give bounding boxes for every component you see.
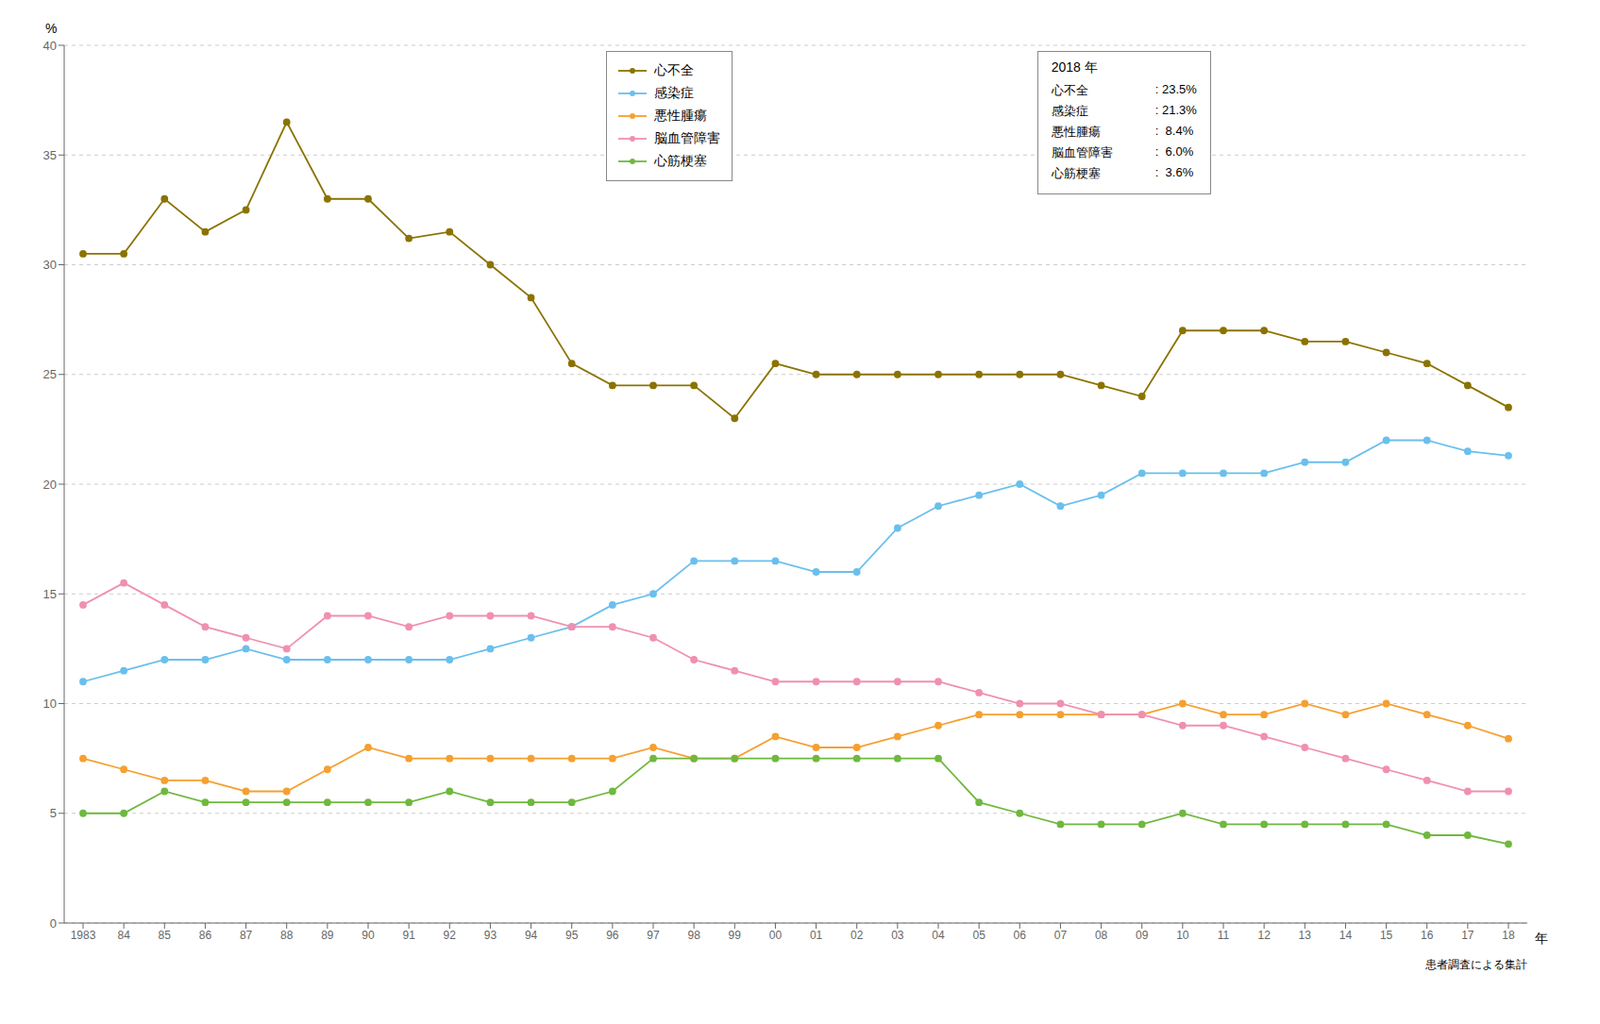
svg-text:95: 95 xyxy=(565,928,579,943)
svg-text:96: 96 xyxy=(606,928,620,943)
svg-text:17: 17 xyxy=(1461,928,1475,943)
svg-text:1983: 1983 xyxy=(70,928,97,943)
svg-text:01: 01 xyxy=(809,928,824,943)
html-text:: 3.6%: : 3.6% xyxy=(1155,165,1194,180)
html-text:心不全: 心不全 xyxy=(653,62,694,78)
svg-text:09: 09 xyxy=(1135,928,1149,943)
svg-text:98: 98 xyxy=(687,928,701,943)
svg-text:91: 91 xyxy=(402,928,416,943)
html-text:: 21.3%: : 21.3% xyxy=(1155,102,1197,118)
svg-text:14: 14 xyxy=(1339,928,1353,943)
svg-text:35: 35 xyxy=(43,148,57,163)
svg-text:93: 93 xyxy=(484,928,498,943)
svg-text:02: 02 xyxy=(850,928,864,943)
svg-text:15: 15 xyxy=(1380,928,1394,943)
svg-text:11: 11 xyxy=(1217,928,1230,943)
svg-text:25: 25 xyxy=(43,367,57,382)
html-text:脳血管障害: 脳血管障害 xyxy=(653,130,720,146)
html-text:: 23.5%: : 23.5% xyxy=(1155,82,1197,97)
html-text:: 6.0%: : 6.0% xyxy=(1155,144,1194,159)
html-text:脳血管障害: 脳血管障害 xyxy=(1051,145,1113,160)
svg-text:89: 89 xyxy=(320,928,335,943)
svg-text:04: 04 xyxy=(931,928,945,943)
svg-text:30: 30 xyxy=(43,257,57,272)
svg-text:90: 90 xyxy=(361,928,375,943)
html-text:悪性腫瘍: 悪性腫瘍 xyxy=(1051,124,1101,139)
html-text:患者調査による集計: 患者調査による集計 xyxy=(1425,958,1528,972)
svg-text:08: 08 xyxy=(1094,928,1109,943)
svg-text:10: 10 xyxy=(1176,928,1190,943)
svg-text:03: 03 xyxy=(891,928,905,943)
svg-text:0: 0 xyxy=(50,916,57,931)
html-text:感染症: 感染症 xyxy=(1051,103,1089,118)
svg-text:40: 40 xyxy=(43,38,57,53)
svg-text:20: 20 xyxy=(43,477,57,492)
svg-text:00: 00 xyxy=(769,928,783,943)
html-text:2018 年: 2018 年 xyxy=(1051,59,1098,75)
svg-text:12: 12 xyxy=(1257,928,1271,943)
html-text:年: 年 xyxy=(1534,930,1549,946)
svg-text:16: 16 xyxy=(1420,928,1434,943)
svg-text:13: 13 xyxy=(1298,928,1313,943)
svg-text:86: 86 xyxy=(199,928,213,943)
svg-text:97: 97 xyxy=(646,928,660,943)
svg-text:18: 18 xyxy=(1501,928,1516,943)
html-text:心不全: 心不全 xyxy=(1051,83,1089,98)
svg-text:99: 99 xyxy=(728,928,742,943)
html-text:: 8.4%: : 8.4% xyxy=(1155,123,1194,138)
svg-text:94: 94 xyxy=(524,928,539,943)
svg-text:07: 07 xyxy=(1054,928,1068,943)
html-text:心筋梗塞: 心筋梗塞 xyxy=(1051,166,1101,181)
svg-text:06: 06 xyxy=(1013,928,1028,943)
svg-text:10: 10 xyxy=(43,696,57,711)
html-text:悪性腫瘍: 悪性腫瘍 xyxy=(653,107,707,123)
svg-text:84: 84 xyxy=(117,928,131,943)
svg-text:05: 05 xyxy=(972,928,986,943)
svg-text:88: 88 xyxy=(280,928,294,943)
html-text:心筋梗塞: 心筋梗塞 xyxy=(653,152,707,169)
html-text:感染症: 感染症 xyxy=(653,84,694,101)
svg-text:85: 85 xyxy=(158,928,172,943)
svg-text:15: 15 xyxy=(43,587,57,602)
svg-text:5: 5 xyxy=(50,806,57,821)
svg-text:87: 87 xyxy=(239,928,253,943)
svg-text:92: 92 xyxy=(443,928,457,943)
